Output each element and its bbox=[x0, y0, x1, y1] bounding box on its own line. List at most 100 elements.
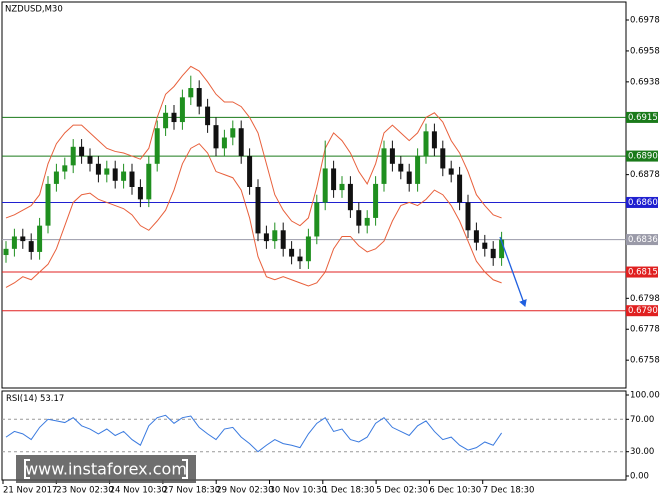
candle-body bbox=[221, 137, 227, 149]
level-label-box bbox=[626, 266, 658, 278]
y-tick-label: 0.6798 bbox=[630, 294, 660, 304]
y-tick-label: 0.6958 bbox=[630, 46, 660, 56]
indicator-title: RSI(14) 53.17 bbox=[6, 394, 64, 404]
candle-body bbox=[179, 97, 185, 123]
candle-body bbox=[104, 168, 110, 175]
x-tick-label: 27 Nov 18:30 bbox=[163, 486, 220, 496]
watermark-box bbox=[16, 455, 196, 483]
candle-body bbox=[28, 241, 34, 252]
indicator-tick-label: 70.00 bbox=[630, 415, 654, 425]
candle-body bbox=[448, 168, 454, 175]
candle-body bbox=[87, 156, 93, 164]
indicator-tick-label: 0.00 bbox=[630, 472, 649, 482]
main-panel bbox=[1, 1, 627, 389]
candle-body bbox=[499, 239, 505, 259]
x-tick-label: 24 Nov 10:30 bbox=[110, 486, 167, 496]
candle-body bbox=[238, 128, 244, 157]
x-tick-label: 29 Nov 02:30 bbox=[216, 486, 273, 496]
candle-body bbox=[205, 106, 211, 126]
level-label: 0.6815 bbox=[628, 268, 658, 278]
candle-body bbox=[289, 248, 295, 257]
x-tick-label: 21 Nov 2017 bbox=[3, 486, 57, 496]
candle-body bbox=[230, 128, 236, 138]
candle-body bbox=[314, 202, 320, 237]
candle-body bbox=[263, 233, 269, 242]
candle-body bbox=[305, 236, 311, 262]
candle-body bbox=[322, 168, 328, 203]
candle-body bbox=[129, 171, 135, 187]
watermark-text: www.instaforex.com bbox=[25, 460, 187, 479]
level-label-box bbox=[626, 305, 658, 317]
candle-body bbox=[331, 168, 337, 191]
x-tick-label: 5 Dec 02:30 bbox=[376, 486, 428, 496]
candle-body bbox=[79, 146, 85, 157]
candle-body bbox=[53, 171, 59, 184]
x-tick-label: 23 Nov 02:30 bbox=[56, 486, 113, 496]
candle-body bbox=[473, 230, 479, 243]
candle-body bbox=[482, 242, 488, 249]
level-label-box bbox=[626, 234, 658, 246]
watermark: www.instaforex.com bbox=[16, 455, 196, 483]
candle-body bbox=[137, 186, 143, 200]
candle-body bbox=[188, 88, 194, 98]
bollinger-band bbox=[5, 65, 502, 227]
candle-body bbox=[415, 156, 421, 184]
y-tick-label: 0.6978 bbox=[630, 16, 660, 26]
chart-title: NZDUSD,M30 bbox=[5, 5, 63, 15]
y-tick-label: 0.6878 bbox=[630, 170, 660, 180]
candle-body bbox=[247, 156, 253, 187]
watermark-brackets bbox=[24, 459, 188, 479]
candle-body bbox=[45, 183, 51, 226]
candle-body bbox=[356, 210, 362, 226]
candle-body bbox=[213, 125, 219, 149]
indicator-value: 53.17 bbox=[40, 394, 64, 404]
indicator-tick-label: 30.00 bbox=[630, 447, 654, 457]
level-label: 0.6790 bbox=[628, 306, 658, 316]
candle-body bbox=[398, 163, 404, 172]
level-label: 0.6860 bbox=[628, 198, 658, 208]
x-tick-label: 7 Dec 18:30 bbox=[483, 486, 535, 496]
candle-body bbox=[297, 256, 303, 262]
level-label: 0.6890 bbox=[628, 152, 658, 162]
candle-body bbox=[406, 171, 412, 184]
candle-body bbox=[3, 248, 9, 256]
candle-body bbox=[20, 236, 26, 242]
candle-body bbox=[339, 183, 345, 191]
candle-body bbox=[347, 183, 353, 211]
candle-body bbox=[381, 148, 387, 184]
indicator-line bbox=[5, 414, 503, 453]
candle-body bbox=[490, 248, 496, 259]
candle-body bbox=[37, 225, 43, 252]
candle-body bbox=[95, 163, 101, 175]
level-label: 0.6915 bbox=[628, 113, 658, 123]
y-tick-label: 0.6758 bbox=[630, 356, 660, 366]
candle-body bbox=[272, 230, 278, 242]
candle-body bbox=[146, 163, 152, 200]
candle-body bbox=[364, 217, 370, 226]
level-label-box bbox=[626, 196, 658, 208]
candle-body bbox=[171, 112, 177, 123]
x-tick-label: 1 Dec 18:30 bbox=[323, 486, 375, 496]
candle-body bbox=[440, 148, 446, 169]
candle-body bbox=[465, 202, 471, 231]
candle-body bbox=[457, 174, 463, 203]
level-label-box bbox=[626, 150, 658, 162]
candle-body bbox=[423, 131, 429, 157]
x-tick-label: 30 Nov 10:30 bbox=[270, 486, 327, 496]
candle-body bbox=[373, 183, 379, 218]
candle-body bbox=[154, 128, 160, 164]
candle-body bbox=[280, 230, 286, 249]
x-tick-label: 6 Dec 10:30 bbox=[429, 486, 481, 496]
candle-body bbox=[11, 236, 17, 249]
candle-body bbox=[112, 168, 118, 181]
candle-body bbox=[70, 146, 76, 166]
candle-body bbox=[431, 131, 437, 149]
forecast-arrow bbox=[499, 236, 527, 307]
candle-body bbox=[121, 171, 127, 181]
candle-body bbox=[163, 112, 169, 129]
indicator-tick-label: 100.00 bbox=[630, 391, 660, 401]
bollinger-band bbox=[5, 143, 502, 288]
candle-body bbox=[255, 186, 261, 234]
level-label-box bbox=[626, 111, 658, 123]
